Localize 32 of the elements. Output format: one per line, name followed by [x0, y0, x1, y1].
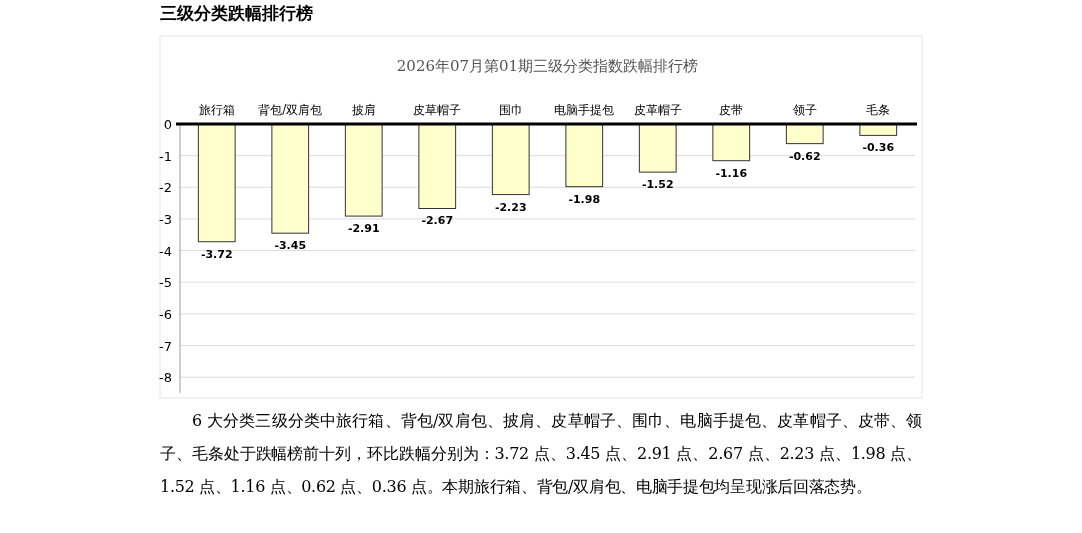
x-tick-label: 旅行箱	[198, 103, 235, 117]
x-tick-label: 围巾	[498, 103, 523, 117]
y-tick-label: -2	[159, 180, 172, 196]
x-tick-label: 皮革帽子	[633, 103, 682, 117]
y-tick-label: -7	[159, 338, 172, 354]
data-label: -3.72	[200, 247, 233, 261]
data-label: -0.36	[862, 141, 895, 155]
x-tick-label: 披肩	[351, 103, 376, 117]
data-label: -2.67	[421, 214, 454, 228]
data-label: -3.45	[274, 239, 307, 253]
text: 三级分类跌幅排行榜	[160, 2, 313, 25]
y-tick-label: -6	[159, 306, 172, 322]
data-label: -1.52	[641, 178, 674, 192]
y-tick-label: -5	[159, 275, 172, 291]
data-label: -2.23	[494, 200, 527, 214]
text: 6 大分类三级分类中旅行箱、背包/双肩包、披肩、皮草帽子、围巾、电脑手提包、皮革帽子、皮带、领子、毛条处于跌幅榜前十列，环比跌幅分别为：3.72 点、3.45 点、2.91 点、2.67 点、2.23 点、1.98 点、1.52 点、1.16 点、0.62 点、0.36 点。本期旅行箱、背包/双肩包、电脑手提包均呈现涨后回落态势。	[160, 410, 922, 498]
x-tick-label: 背包/双肩包	[258, 103, 323, 117]
data-label: -1.98	[568, 192, 601, 206]
x-tick-label: 皮草帽子	[413, 103, 462, 117]
x-tick-label: 皮带	[719, 103, 744, 117]
y-tick-label: 0	[163, 117, 172, 132]
y-tick-label: -1	[159, 148, 172, 164]
y-tick-label: -4	[159, 243, 172, 259]
x-tick-label: 毛条	[866, 103, 891, 117]
data-label: -1.16	[715, 166, 748, 180]
chart-title: 2026年07月第01期三级分类指数跌幅排行榜	[396, 57, 699, 75]
x-tick-label: 电脑手提包	[554, 103, 615, 117]
x-tick-label: 领子	[792, 103, 817, 117]
y-tick-label: -8	[159, 370, 172, 386]
y-tick-label: -3	[159, 211, 172, 227]
data-label: -2.91	[347, 222, 380, 236]
data-label: -0.62	[788, 149, 821, 163]
